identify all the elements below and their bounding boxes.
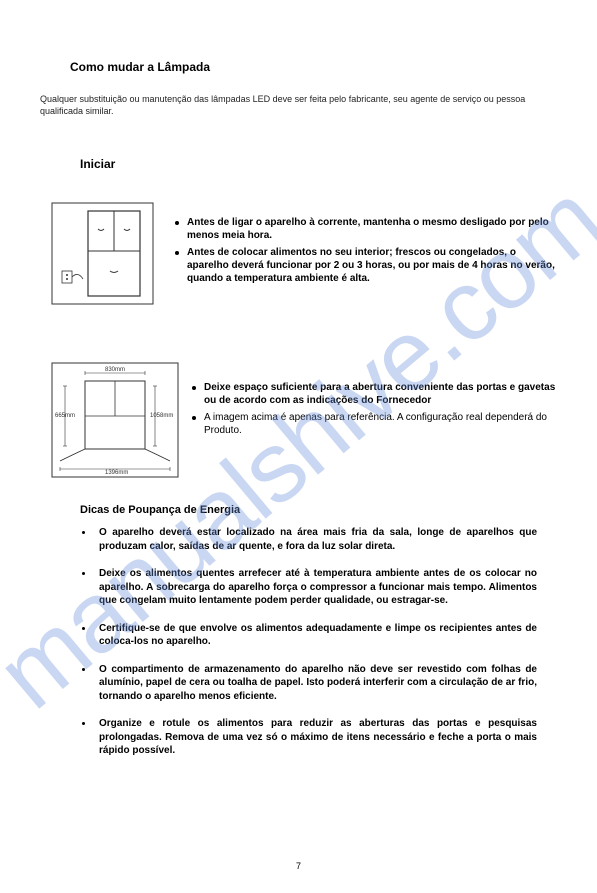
dim-bottom: 1396mm <box>105 470 128 476</box>
list-item: O compartimento de armazenamento do apar… <box>82 663 537 704</box>
bullet-text: A imagem acima é apenas para referência.… <box>204 411 557 437</box>
dim-left: 665mm <box>55 413 75 419</box>
tip-text: Deixe os alimentos quentes arrefecer até… <box>99 567 537 608</box>
bullet-icon <box>175 221 179 225</box>
tip-text: Certifique-se de que envolve os alimento… <box>99 622 537 649</box>
iniciar-bullets-1: Antes de ligar o aparelho à corrente, ma… <box>175 201 557 289</box>
bullet-text: Deixe espaço suficiente para a abertura … <box>204 381 557 407</box>
tips-list: O aparelho deverá estar localizado na ár… <box>82 526 537 758</box>
tip-text: O compartimento de armazenamento do apar… <box>99 663 537 704</box>
bullet-icon <box>192 386 196 390</box>
bullet-icon <box>82 531 85 534</box>
iniciar-row-2: 830mm 665mm 1058mm <box>50 361 557 484</box>
bullet-icon <box>82 572 85 575</box>
heading-iniciar: Iniciar <box>80 157 557 171</box>
bullet-icon <box>82 722 85 725</box>
tip-text: O aparelho deverá estar localizado na ár… <box>99 526 537 553</box>
list-item: Deixe os alimentos quentes arrefecer até… <box>82 567 537 608</box>
bullet-text: Antes de colocar alimentos no seu interi… <box>187 246 557 285</box>
heading-lamp: Como mudar a Lâmpada <box>70 60 557 74</box>
dim-right: 1058mm <box>150 413 173 419</box>
list-item: Certifique-se de que envolve os alimento… <box>82 622 537 649</box>
list-item: Antes de ligar o aparelho à corrente, ma… <box>175 216 557 242</box>
list-item: A imagem acima é apenas para referência.… <box>192 411 557 437</box>
heading-dicas: Dicas de Poupança de Energia <box>80 504 557 516</box>
clearance-diagram: 830mm 665mm 1058mm <box>50 361 180 484</box>
fridge-diagram <box>50 201 155 311</box>
bullet-icon <box>82 668 85 671</box>
list-item: Antes de colocar alimentos no seu interi… <box>175 246 557 285</box>
bullet-icon <box>82 627 85 630</box>
lamp-body-text: Qualquer substituição ou manutenção das … <box>40 94 557 117</box>
iniciar-row-1: Antes de ligar o aparelho à corrente, ma… <box>50 201 557 311</box>
iniciar-bullets-2: Deixe espaço suficiente para a abertura … <box>192 361 557 441</box>
list-item: Deixe espaço suficiente para a abertura … <box>192 381 557 407</box>
tip-text: Organize e rotule os alimentos para redu… <box>99 717 537 758</box>
bullet-icon <box>175 251 179 255</box>
bullet-text: Antes de ligar o aparelho à corrente, ma… <box>187 216 557 242</box>
list-item: Organize e rotule os alimentos para redu… <box>82 717 537 758</box>
dim-top: 830mm <box>105 367 125 373</box>
bullet-icon <box>192 416 196 420</box>
page-number: 7 <box>296 861 301 871</box>
list-item: O aparelho deverá estar localizado na ár… <box>82 526 537 553</box>
